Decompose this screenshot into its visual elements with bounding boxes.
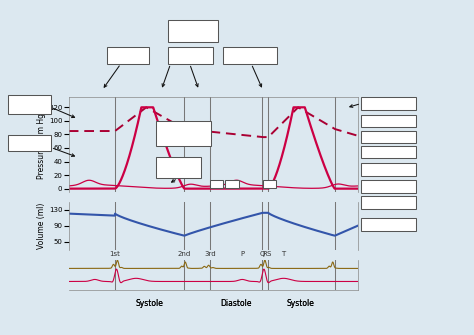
Text: 3rd: 3rd [205,251,216,257]
Text: Systole: Systole [136,299,164,308]
Text: T: T [281,251,285,257]
Text: 2nd: 2nd [178,251,191,257]
Text: S: S [266,251,271,257]
Y-axis label: Volume (ml): Volume (ml) [37,203,46,249]
Text: Systole: Systole [286,299,314,308]
Text: Systole: Systole [136,299,164,308]
Text: Diastole: Diastole [221,299,252,308]
Text: Systole: Systole [286,299,314,308]
Y-axis label: Pressure (mm Hg): Pressure (mm Hg) [37,110,46,179]
Text: Diastole: Diastole [221,299,252,308]
Text: R: R [262,251,267,257]
Text: 1st: 1st [109,251,120,257]
Text: P: P [240,251,244,257]
Text: Q: Q [259,251,264,257]
